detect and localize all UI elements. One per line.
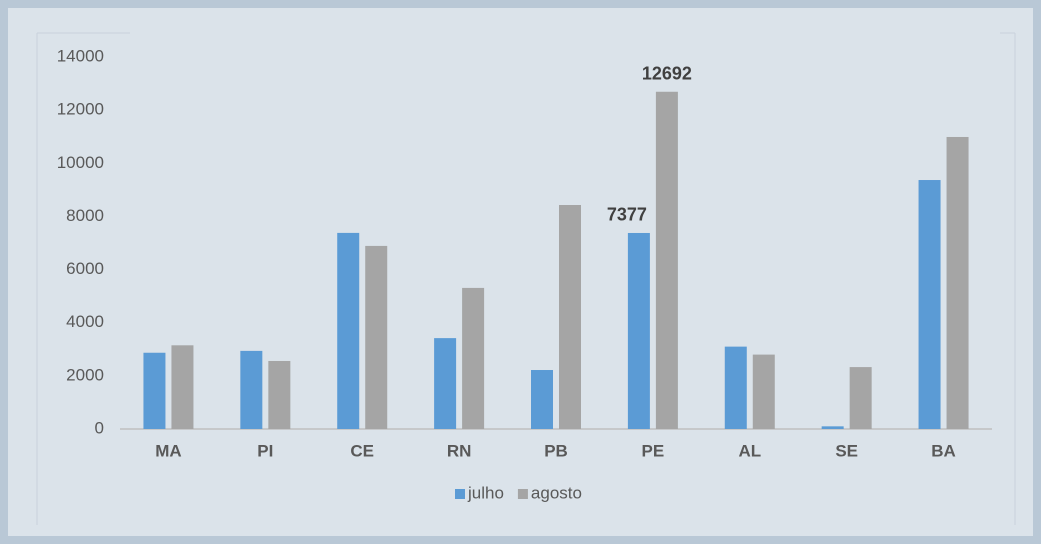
bar: [240, 350, 263, 429]
x-tick-label: SE: [835, 441, 858, 460]
x-tick-label: PE: [642, 441, 665, 460]
bar: [268, 360, 291, 429]
y-tick-label: 8000: [66, 206, 104, 225]
bar: [627, 232, 650, 429]
y-tick-label: 10000: [57, 153, 104, 172]
x-tick-label: CE: [350, 441, 374, 460]
bar: [171, 345, 194, 429]
bar: [849, 367, 872, 429]
legend-label: agosto: [531, 483, 582, 502]
bar: [143, 352, 166, 429]
x-tick-label: MA: [155, 441, 181, 460]
bar: [365, 245, 388, 429]
bar: [462, 287, 485, 429]
y-tick-label: 0: [95, 418, 104, 437]
y-tick-label: 14000: [57, 46, 104, 65]
x-tick-label: RN: [447, 441, 472, 460]
y-tick-label: 12000: [57, 100, 104, 119]
bar: [918, 180, 941, 429]
chart-background: [8, 8, 1033, 536]
data-label: 7377: [607, 205, 647, 225]
x-tick-label: AL: [738, 441, 761, 460]
legend-swatch: [455, 489, 465, 499]
legend-swatch: [517, 489, 528, 499]
y-tick-label: 4000: [66, 312, 104, 331]
x-tick-label: PI: [257, 441, 273, 460]
bar: [531, 370, 553, 429]
bar: [655, 91, 678, 429]
panel-frame: [36, 32, 1016, 525]
bar: [434, 338, 457, 429]
bar: [821, 426, 844, 429]
x-tick-label: BA: [931, 441, 956, 460]
x-tick-label: PB: [544, 441, 568, 460]
bar: [724, 346, 747, 429]
bar: [337, 232, 360, 429]
legend-label: julho: [467, 483, 504, 502]
bar: [752, 354, 775, 429]
data-label: 12692: [642, 64, 692, 84]
y-tick-label: 6000: [66, 259, 104, 278]
bar: [559, 205, 581, 429]
bar: [946, 136, 969, 430]
y-tick-label: 2000: [66, 365, 104, 384]
